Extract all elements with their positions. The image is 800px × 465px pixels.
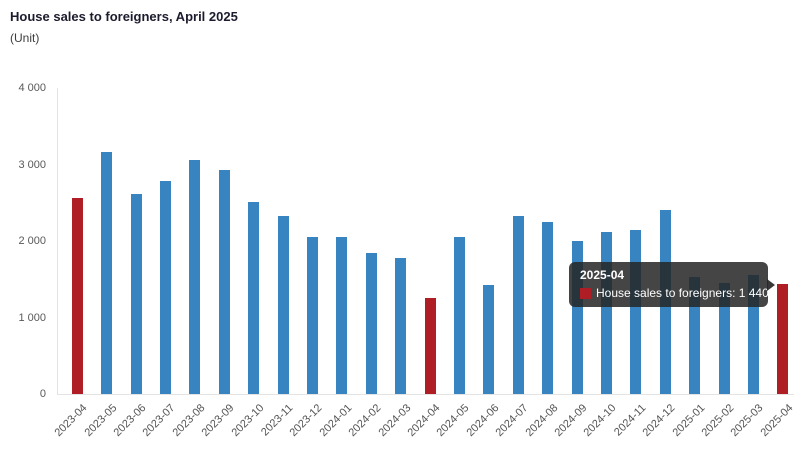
bar-2023-05[interactable] (101, 152, 113, 394)
bar-2025-03[interactable] (747, 274, 759, 394)
bar-2024-02[interactable] (365, 253, 377, 394)
bar-2025-01[interactable] (689, 276, 701, 394)
bar-2023-06[interactable] (130, 193, 142, 394)
bar-2024-03[interactable] (395, 257, 407, 394)
tooltip-title: 2025-04 (580, 268, 625, 282)
bar-2023-08[interactable] (189, 159, 201, 394)
tooltip-series-swatch-icon (580, 287, 591, 299)
y-tick-label: 2 000 (18, 235, 46, 247)
y-tick-label: 4 000 (18, 82, 46, 94)
plot-area: 4 000 3 000 2 000 1 000 0 2023-04 2023-05 2023… (18, 83, 795, 440)
tooltip: 2025-04 House sales to foreigners: 1 440 (569, 262, 775, 307)
bar-2025-02[interactable] (718, 283, 730, 394)
bar-2023-12[interactable] (306, 237, 318, 394)
bar-2025-04[interactable] (777, 283, 789, 394)
bar-2024-10[interactable] (600, 231, 612, 394)
bar-2024-09[interactable] (571, 241, 583, 394)
bar-2024-06[interactable] (483, 285, 495, 394)
chart-subtitle: (Unit) (10, 31, 40, 45)
x-axis-line (57, 394, 794, 395)
tooltip-pointer-icon (767, 279, 775, 291)
y-tick-label: 1 000 (18, 311, 46, 324)
y-axis-line (57, 88, 58, 394)
y-tick-label: 3 000 (18, 158, 46, 171)
y-tick-label: 0 (39, 388, 46, 400)
bar-2024-05[interactable] (453, 237, 465, 394)
bar-2024-04[interactable] (424, 298, 436, 394)
bar-2023-07[interactable] (159, 180, 171, 394)
bar-2024-11[interactable] (630, 230, 642, 394)
bar-2023-10[interactable] (248, 202, 260, 394)
bar-2024-08[interactable] (542, 221, 554, 394)
bar-2024-01[interactable] (336, 237, 348, 394)
bar-2023-09[interactable] (218, 169, 230, 394)
bar-2023-04[interactable] (71, 198, 83, 394)
tooltip-row: House sales to foreigners: 1 440 (580, 286, 769, 300)
bar-2023-11[interactable] (277, 215, 289, 394)
bar-2024-07[interactable] (512, 215, 524, 394)
tooltip-series-value: House sales to foreigners: 1 440 (596, 286, 769, 300)
chart-title: House sales to foreigners, April 2025 (10, 9, 238, 24)
